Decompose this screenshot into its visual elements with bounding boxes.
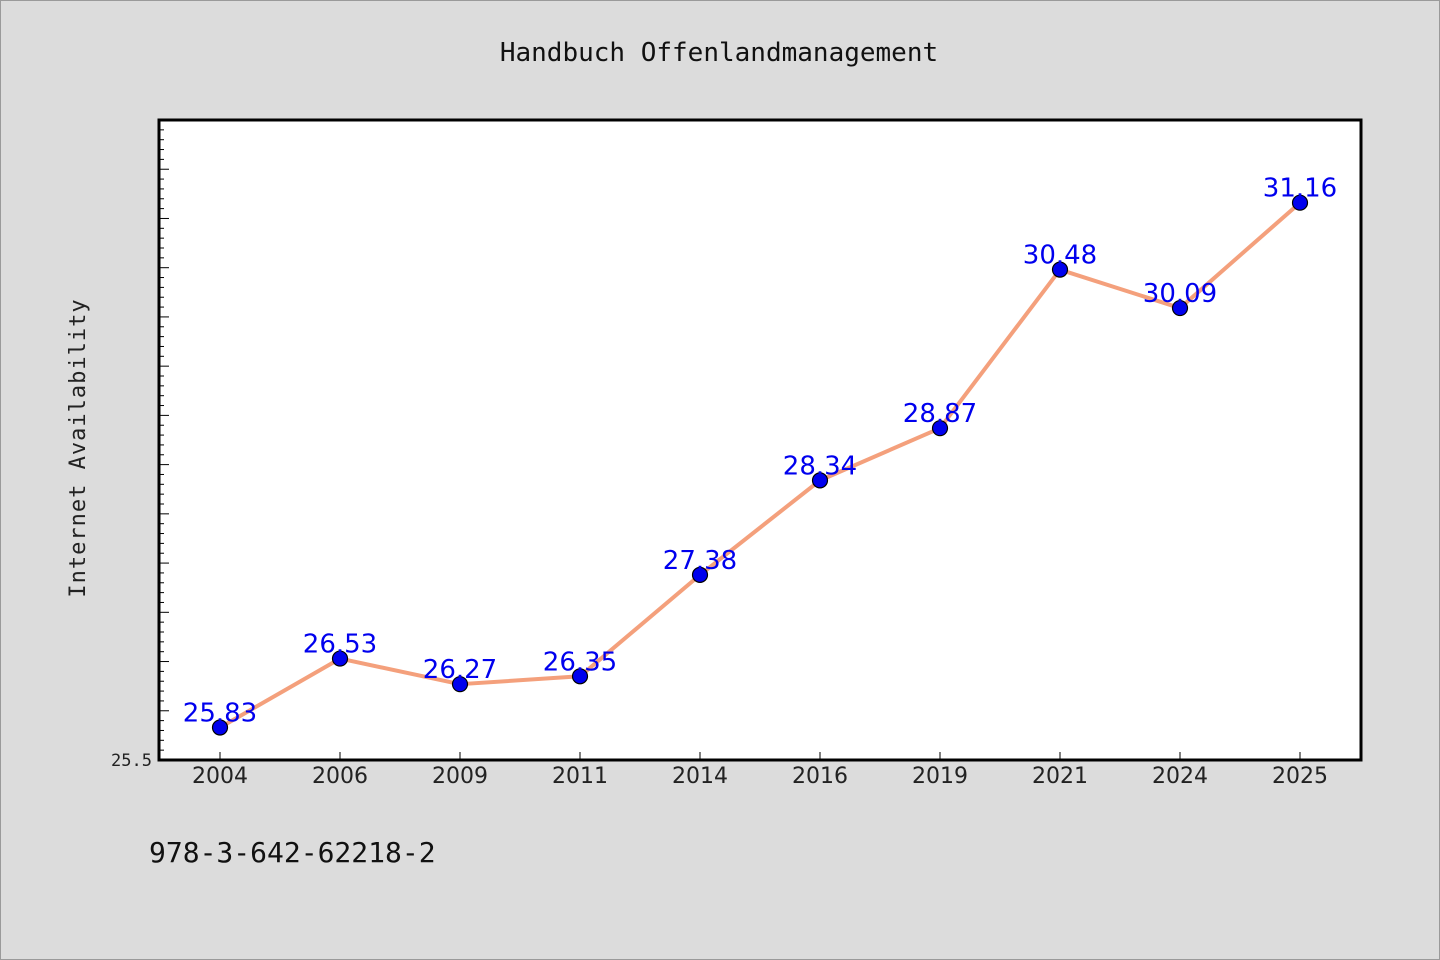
chart-title: Handbuch Offenlandmanagement — [500, 38, 938, 68]
data-labels: 25.83 26.53 26.27 26.35 27.38 28.34 28.87 30.48… — [183, 174, 1337, 729]
data-label: 26.35 — [543, 647, 617, 677]
data-label: 30.48 — [1023, 241, 1097, 271]
data-point — [211, 719, 229, 736]
data-label: 26.53 — [303, 630, 377, 660]
x-tick-label: 2004 — [192, 764, 248, 789]
x-tick-label: 2014 — [672, 764, 728, 789]
series-line-group — [218, 200, 1302, 730]
data-point — [571, 668, 589, 685]
data-point — [451, 676, 469, 693]
data-point — [811, 472, 829, 489]
data-label: 25.83 — [183, 699, 257, 729]
data-label: 31.16 — [1263, 174, 1337, 204]
data-point — [691, 566, 709, 583]
data-label: 27.38 — [663, 546, 737, 576]
x-axis-tick-labels: 2004 2006 2009 2011 2014 2016 2019 2021 2024 2025 — [192, 764, 1328, 789]
y-axis-label: Internet Availability — [66, 298, 91, 597]
x-tick-label: 2006 — [312, 764, 368, 789]
x-tick-label: 2016 — [792, 764, 848, 789]
series-markers — [211, 194, 1309, 736]
y-tick-label: 25.5 — [111, 751, 152, 771]
isbn-footer: 978-3-642-62218-2 — [149, 836, 436, 869]
x-tick-label: 2011 — [552, 764, 608, 789]
data-point — [1051, 261, 1069, 278]
x-tick-label: 2025 — [1272, 764, 1328, 789]
data-label: 26.27 — [423, 655, 497, 685]
x-tick-label: 2019 — [912, 764, 968, 789]
data-point — [331, 650, 349, 667]
data-point — [1171, 299, 1189, 317]
data-point — [1291, 194, 1309, 211]
y-axis-ticks — [159, 129, 169, 761]
plot-area — [157, 118, 1363, 762]
data-label: 28.34 — [783, 451, 857, 481]
data-label: 28.87 — [903, 399, 977, 429]
data-point — [931, 420, 949, 437]
data-label: 30.09 — [1143, 279, 1217, 309]
x-axis-ticks — [219, 752, 1301, 760]
x-tick-label: 2021 — [1032, 764, 1088, 789]
x-tick-label: 2009 — [432, 764, 488, 789]
x-tick-label: 2024 — [1152, 764, 1208, 789]
y-axis-tick-labels: 25.5 — [111, 751, 152, 771]
series-line — [218, 200, 1302, 730]
